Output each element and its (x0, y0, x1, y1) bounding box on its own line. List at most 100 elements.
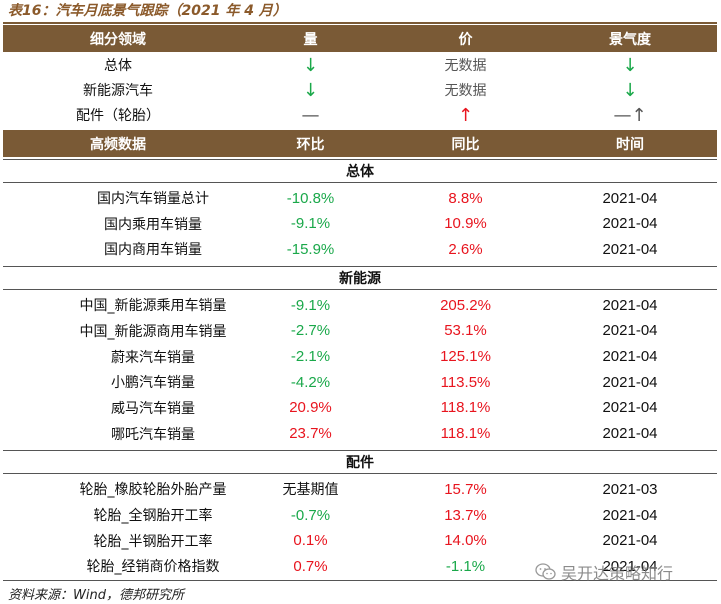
header-cell: 环比 (296, 136, 325, 153)
header-cell: 细分领域 (90, 31, 146, 48)
source-note: 资料来源：Wind，德邦研究所 (8, 588, 184, 603)
price-trend: ↑ (457, 104, 474, 126)
time-value: 2021-04 (602, 215, 658, 233)
section-title: 新能源 (3, 266, 717, 291)
time-value: 2021-04 (602, 322, 658, 340)
yoy-value: -1.1% (445, 557, 486, 575)
yoy-value: 113.5% (440, 373, 491, 391)
mom-value: 23.7% (289, 425, 332, 443)
mom-value: -10.8% (286, 189, 335, 207)
row-label: 国内商用车销量 (104, 242, 202, 259)
frequency-header: 高频数据 环比 同比 时间 (3, 130, 717, 157)
row-label: 国内乘用车销量 (104, 216, 202, 233)
table-row: 中国_新能源商用车销量 -2.7% 53.1% 2021-04 (3, 318, 717, 344)
header-cell: 景气度 (609, 31, 651, 48)
summary-label: 总体 (104, 58, 132, 74)
section-title: 配件 (3, 450, 717, 475)
mom-value: -0.7% (290, 506, 331, 524)
summary-label: 新能源汽车 (83, 83, 153, 99)
table-row: 中国_新能源乘用车销量 -9.1% 205.2% 2021-04 (3, 292, 717, 318)
wechat-icon (535, 563, 556, 580)
volume-trend: ↓ (302, 79, 319, 101)
boom-trend: ↓ (622, 79, 638, 101)
summary-label: 配件（轮胎） (76, 108, 160, 124)
summary-row: 总体 ↓ 无数据 ↓ (3, 52, 717, 78)
time-value: 2021-04 (602, 425, 658, 443)
time-value: 2021-04 (602, 557, 658, 575)
row-label: 国内汽车销量总计 (97, 191, 209, 207)
title-rule (3, 22, 717, 24)
boom-trend: —↑ (613, 104, 647, 126)
table-row: 蔚来汽车销量 -2.1% 125.1% 2021-04 (3, 344, 717, 370)
row-label: 小鹏汽车销量 (111, 375, 195, 392)
table-row: 国内汽车销量总计 -10.8% 8.8% 2021-04 (3, 185, 717, 211)
header-cell: 量 (303, 31, 318, 48)
summary-header: 细分领域 量 价 景气度 (3, 25, 717, 52)
yoy-value: 15.7% (444, 480, 487, 498)
summary-row: 配件（轮胎） — ↑ —↑ (3, 102, 717, 128)
volume-trend: ↓ (302, 54, 319, 76)
row-label: 中国_新能源商用车销量 (79, 323, 227, 340)
table-row: 国内商用车销量 -15.9% 2.6% 2021-04 (3, 236, 717, 262)
watermark-text: 吴开达策略知行 (561, 564, 674, 583)
yoy-value: 2.6% (448, 240, 483, 258)
row-label: 轮胎_经销商价格指数 (86, 559, 220, 576)
table-row: 轮胎_经销商价格指数 0.7% -1.1% 2021-04 (3, 553, 717, 579)
mom-value: 无基期值 (282, 482, 339, 499)
header-cell: 价 (458, 31, 473, 48)
section-title: 总体 (3, 159, 717, 183)
header-cell: 高频数据 (90, 136, 146, 153)
mom-value: 0.7% (293, 557, 328, 575)
time-value: 2021-04 (602, 506, 658, 524)
mom-value: -9.1% (290, 215, 331, 233)
row-label: 哪吒汽车销量 (111, 426, 195, 443)
table-title: 表16：汽车月底景气跟踪（2021 年 4 月） (8, 3, 287, 19)
header-cell: 同比 (451, 136, 480, 153)
mom-value: -2.7% (290, 322, 331, 340)
yoy-value: 10.9% (444, 215, 487, 233)
mom-value: 0.1% (293, 532, 328, 550)
mom-value: -9.1% (290, 296, 331, 314)
watermark: 吴开达策略知行 (535, 560, 673, 584)
table-row: 国内乘用车销量 -9.1% 10.9% 2021-04 (3, 211, 717, 237)
row-label: 轮胎_半钢胎开工率 (93, 533, 213, 550)
time-value: 2021-03 (602, 480, 658, 498)
row-label: 轮胎_橡胶轮胎外胎产量 (79, 482, 227, 499)
time-value: 2021-04 (602, 189, 658, 207)
header-cell: 时间 (616, 136, 644, 153)
table-row: 轮胎_全钢胎开工率 -0.7% 13.7% 2021-04 (3, 502, 717, 528)
summary-row: 新能源汽车 ↓ 无数据 ↓ (3, 77, 717, 103)
time-value: 2021-04 (602, 296, 658, 314)
yoy-value: 118.1% (440, 399, 491, 417)
yoy-value: 53.1% (444, 322, 487, 340)
row-label: 威马汽车销量 (111, 400, 195, 417)
bottom-rule (3, 580, 717, 581)
price-trend: 无数据 (444, 83, 487, 99)
row-label: 蔚来汽车销量 (111, 349, 195, 366)
mom-value: -4.2% (290, 373, 331, 391)
yoy-value: 125.1% (440, 348, 491, 365)
time-value: 2021-04 (602, 348, 658, 365)
table-row: 轮胎_半钢胎开工率 0.1% 14.0% 2021-04 (3, 528, 717, 554)
yoy-value: 205.2% (440, 296, 491, 314)
table-row: 小鹏汽车销量 -4.2% 113.5% 2021-04 (3, 369, 717, 395)
time-value: 2021-04 (602, 240, 658, 258)
mom-value: 20.9% (289, 399, 332, 417)
time-value: 2021-04 (602, 399, 658, 417)
table-row: 哪吒汽车销量 23.7% 118.1% 2021-04 (3, 421, 717, 447)
table-row: 威马汽车销量 20.9% 118.1% 2021-04 (3, 395, 717, 421)
time-value: 2021-04 (602, 532, 658, 550)
time-value: 2021-04 (602, 373, 658, 391)
volume-trend: — (301, 104, 320, 126)
yoy-value: 8.8% (448, 189, 483, 207)
boom-trend: ↓ (622, 54, 638, 76)
mom-value: -2.1% (290, 348, 331, 365)
yoy-value: 118.1% (440, 425, 491, 443)
yoy-value: 14.0% (444, 532, 487, 550)
yoy-value: 13.7% (444, 506, 487, 524)
row-label: 轮胎_全钢胎开工率 (93, 508, 213, 524)
table-row: 轮胎_橡胶轮胎外胎产量 无基期值 15.7% 2021-03 (3, 476, 717, 502)
mom-value: -15.9% (286, 240, 335, 258)
row-label: 中国_新能源乘用车销量 (79, 298, 227, 315)
price-trend: 无数据 (444, 58, 487, 74)
